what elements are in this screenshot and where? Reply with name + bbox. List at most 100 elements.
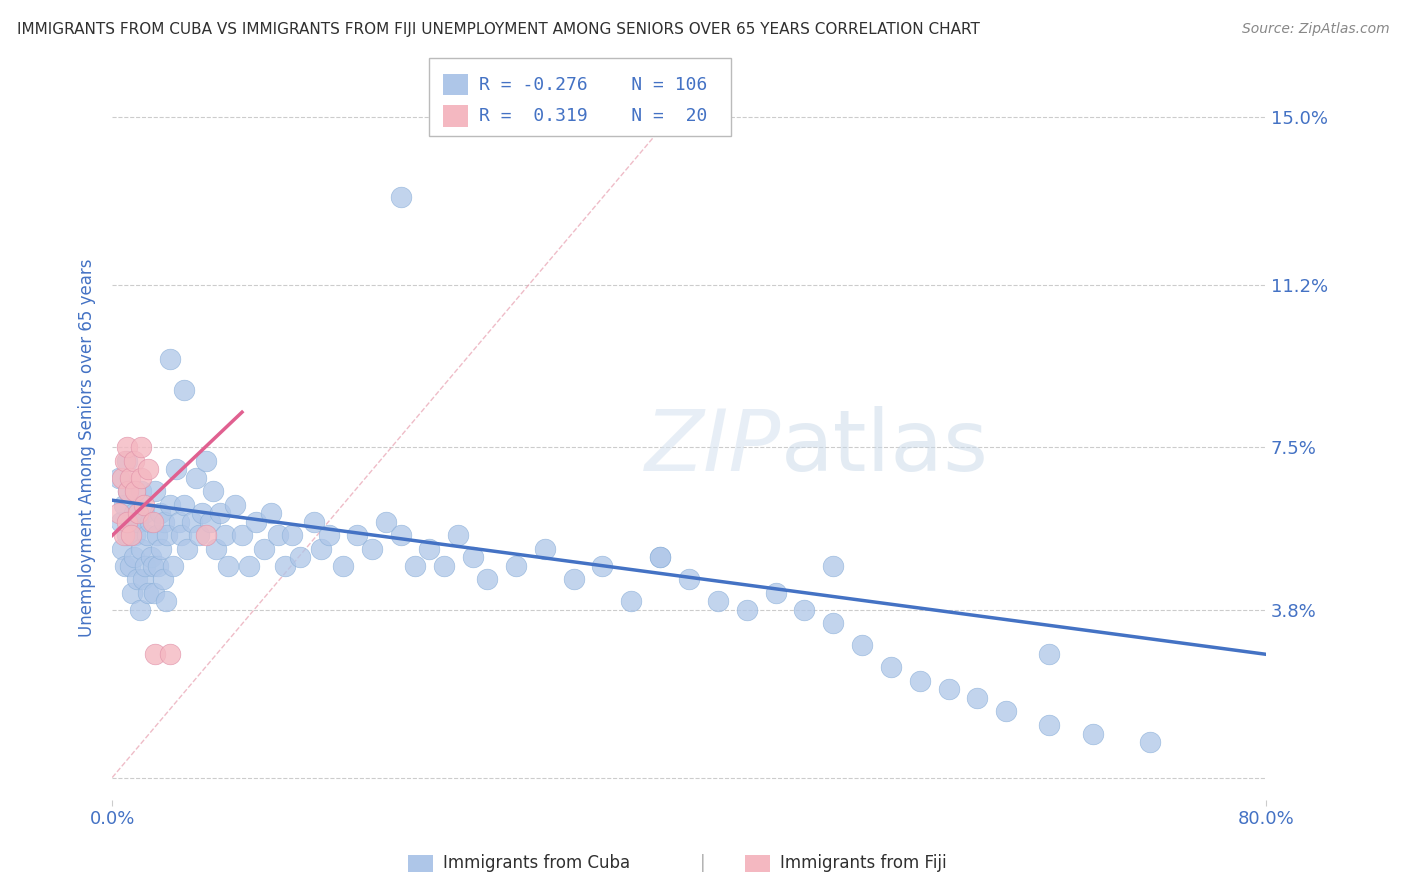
Point [173,383,195,397]
Point [1139,735,1161,749]
Point [134,559,156,574]
Point [122,453,145,467]
Point [141,550,163,565]
Point [111,471,134,485]
Point [823,559,845,574]
Point [142,559,165,574]
Point [159,498,181,512]
Point [125,573,148,587]
Point [375,515,398,529]
Point [108,507,131,521]
Y-axis label: Unemployment Among Seniors over 65 years: Unemployment Among Seniors over 65 years [79,258,96,637]
Point [118,559,141,574]
Point [332,559,354,574]
Text: Immigrants from Fiji: Immigrants from Fiji [780,855,948,872]
Point [148,559,170,574]
Point [205,541,228,556]
Point [135,528,157,542]
Point [461,550,484,565]
Point [156,528,179,542]
Point [114,559,136,574]
Point [121,585,143,599]
Point [938,682,960,697]
Point [131,573,153,587]
Point [447,528,470,542]
Point [793,603,815,617]
Point [159,352,181,367]
Point [274,559,297,574]
Point [360,541,382,556]
Point [110,515,132,529]
Point [165,462,187,476]
Point [118,471,141,485]
Point [115,441,138,455]
Point [823,616,845,631]
Point [404,559,426,574]
Point [152,573,174,587]
Text: R = -0.276    N = 106: R = -0.276 N = 106 [479,76,707,94]
Point [162,559,184,574]
Point [129,471,152,485]
Point [180,515,202,529]
Text: ZIP: ZIP [645,406,782,489]
Point [209,507,232,521]
Point [267,528,290,542]
Point [127,515,149,529]
Point [117,484,139,499]
Text: Immigrants from Cuba: Immigrants from Cuba [443,855,630,872]
Point [620,594,643,608]
Point [187,528,209,542]
Point [260,507,283,521]
Point [120,528,142,542]
Point [115,528,138,542]
Point [505,559,527,574]
Point [1038,647,1060,661]
Point [173,498,195,512]
Point [146,528,169,542]
Point [112,498,135,512]
Point [389,528,412,542]
Point [159,647,181,661]
Point [678,573,700,587]
Point [153,515,176,529]
Point [302,515,325,529]
Point [475,573,498,587]
Point [124,528,146,542]
Text: atlas: atlas [782,406,990,489]
Point [311,541,333,556]
Point [115,453,138,467]
Text: R =  0.319    N =  20: R = 0.319 N = 20 [479,107,707,125]
Point [765,585,787,599]
Point [138,515,160,529]
Point [650,550,672,565]
Point [150,541,173,556]
Point [132,507,155,521]
Text: IMMIGRANTS FROM CUBA VS IMMIGRANTS FROM FIJI UNEMPLOYMENT AMONG SENIORS OVER 65 : IMMIGRANTS FROM CUBA VS IMMIGRANTS FROM … [17,22,980,37]
Point [851,639,873,653]
Point [245,515,267,529]
Point [136,585,159,599]
Point [145,647,167,661]
Point [217,559,239,574]
Point [111,541,134,556]
Point [735,603,758,617]
Point [318,528,340,542]
Point [167,515,190,529]
Point [136,462,159,476]
Point [194,528,217,542]
Point [127,507,149,521]
Point [346,528,368,542]
Point [170,528,193,542]
Point [194,453,217,467]
Point [184,471,207,485]
Point [433,559,456,574]
Point [142,515,165,529]
Point [124,484,146,499]
Point [214,528,236,542]
Point [200,515,222,529]
Point [112,528,135,542]
Point [128,603,150,617]
Point [562,573,585,587]
Point [592,559,614,574]
Point [202,484,225,499]
